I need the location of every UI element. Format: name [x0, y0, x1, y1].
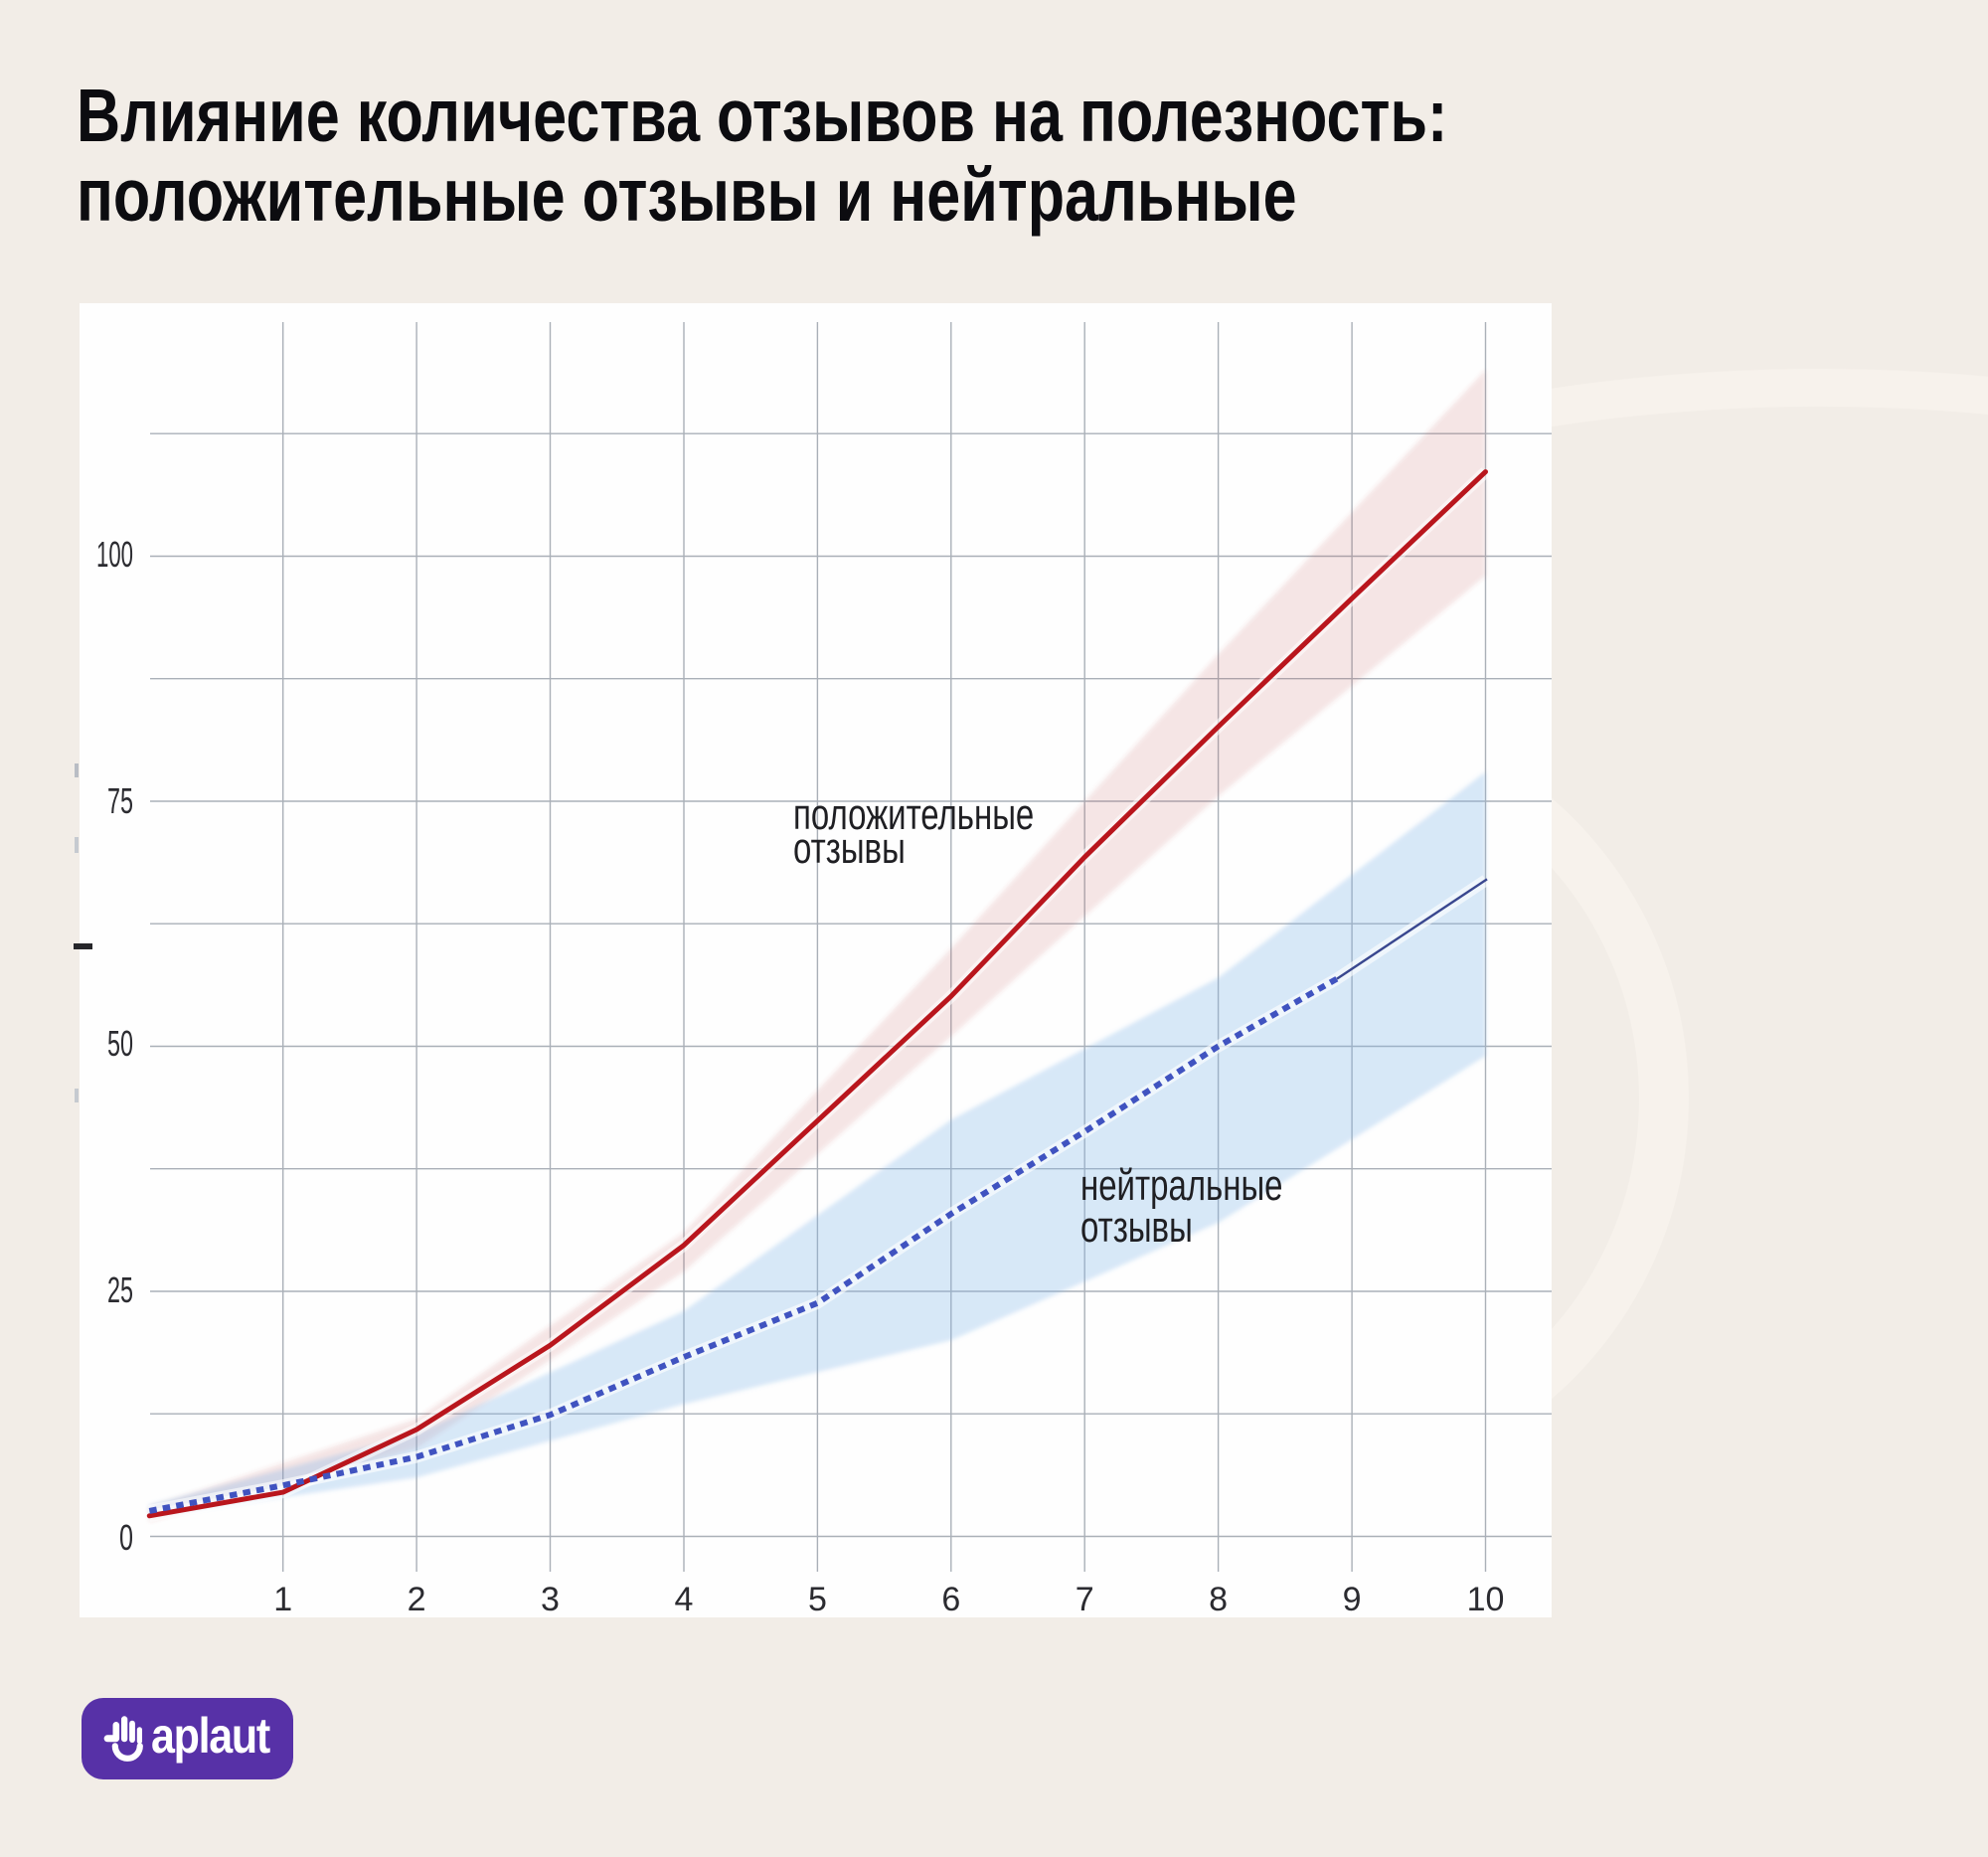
svg-text:отзывы: отзывы — [793, 825, 906, 874]
svg-text:6: 6 — [941, 1581, 960, 1617]
svg-text:нейтральные: нейтральные — [1080, 1162, 1283, 1211]
svg-text:7: 7 — [1076, 1581, 1094, 1617]
svg-text:50: 50 — [107, 1023, 133, 1064]
svg-text:75: 75 — [107, 780, 133, 821]
svg-text:1: 1 — [273, 1581, 292, 1617]
svg-text:5: 5 — [808, 1581, 827, 1617]
svg-text:25: 25 — [107, 1269, 133, 1310]
svg-text:8: 8 — [1209, 1581, 1228, 1617]
svg-text:100: 100 — [96, 534, 133, 575]
svg-text:0: 0 — [119, 1517, 133, 1558]
svg-text:2: 2 — [408, 1581, 426, 1617]
svg-text:4: 4 — [675, 1581, 694, 1617]
svg-text:положительные: положительные — [793, 791, 1034, 840]
svg-text:10: 10 — [1467, 1581, 1505, 1617]
svg-text:отзывы: отзывы — [1080, 1204, 1193, 1253]
svg-text:9: 9 — [1343, 1581, 1362, 1617]
svg-text:3: 3 — [541, 1581, 560, 1617]
